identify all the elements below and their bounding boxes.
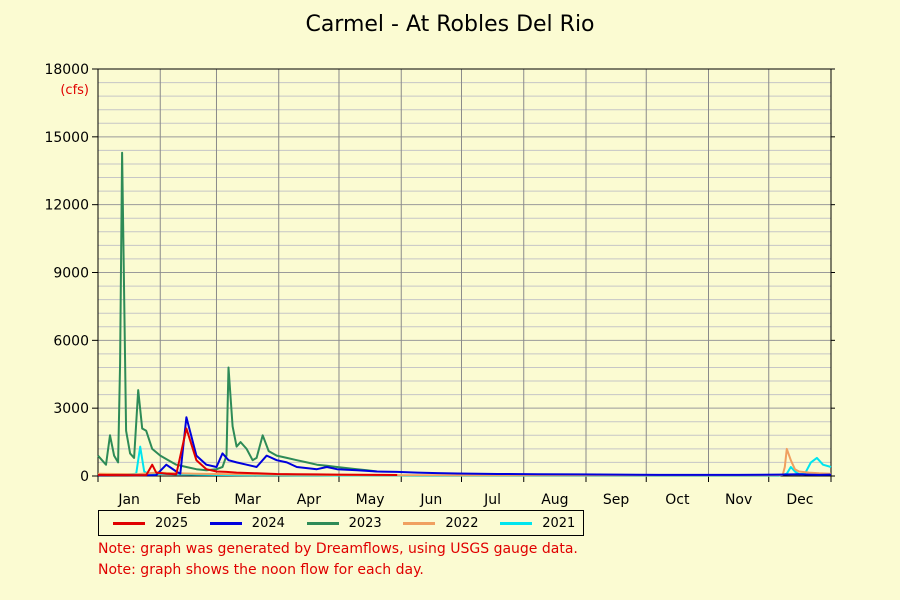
- x-tick-label-jun: Jun: [419, 492, 442, 508]
- series-line-2023: [97, 151, 378, 473]
- y-tick-label: 18000: [44, 62, 89, 78]
- series-line-2025: [97, 427, 398, 477]
- y-tick-label: 9000: [53, 266, 89, 282]
- y-axis-unit: (cfs): [60, 83, 89, 98]
- chart-title: Carmel - At Robles Del Rio: [305, 12, 595, 37]
- x-tick-label-dec: Dec: [786, 492, 813, 508]
- legend-label-2024: 2024: [251, 515, 285, 531]
- note-noon-flow: Note: graph shows the noon flow for each…: [98, 562, 424, 578]
- y-tick-label: 6000: [53, 333, 89, 349]
- x-tick-label-aug: Aug: [541, 492, 568, 508]
- legend-item-2025: 2025: [99, 516, 196, 531]
- x-tick-label-nov: Nov: [725, 492, 752, 508]
- series-line-2021: [97, 445, 832, 477]
- x-tick-label-feb: Feb: [176, 492, 201, 508]
- legend-label-2023: 2023: [348, 515, 382, 531]
- legend-swatch-2021: [500, 521, 533, 525]
- legend-item-2023: 2023: [293, 516, 390, 531]
- y-tick-label: 3000: [53, 401, 89, 417]
- legend-label-2025: 2025: [155, 515, 189, 531]
- x-tick-label-may: May: [356, 492, 385, 508]
- legend-swatch-2023: [306, 521, 339, 525]
- legend-item-2022: 2022: [389, 516, 486, 531]
- y-tick-label: 12000: [44, 198, 89, 214]
- x-tick-label-sep: Sep: [603, 492, 630, 508]
- y-tick-label: 0: [80, 469, 89, 485]
- legend-item-2021: 2021: [486, 516, 583, 531]
- legend-swatch-2025: [113, 521, 145, 525]
- x-tick-label-mar: Mar: [234, 492, 261, 508]
- y-tick-label: 15000: [44, 130, 89, 146]
- legend-swatch-2024: [209, 521, 242, 525]
- series-line-2022: [97, 447, 832, 477]
- x-tick-label-jul: Jul: [483, 492, 501, 508]
- legend-label-2021: 2021: [542, 515, 576, 531]
- legend-item-2024: 2024: [196, 516, 293, 531]
- legend: 2025 2024 2023 2022 2021: [98, 510, 584, 536]
- x-tick-label-apr: Apr: [297, 492, 321, 508]
- x-tick-label-jan: Jan: [117, 492, 140, 508]
- series-line-2024: [97, 416, 832, 477]
- legend-label-2022: 2022: [445, 515, 479, 531]
- x-tick-label-oct: Oct: [665, 492, 690, 508]
- legend-swatch-2022: [403, 521, 436, 525]
- note-source: Note: graph was generated by Dreamflows,…: [98, 541, 578, 557]
